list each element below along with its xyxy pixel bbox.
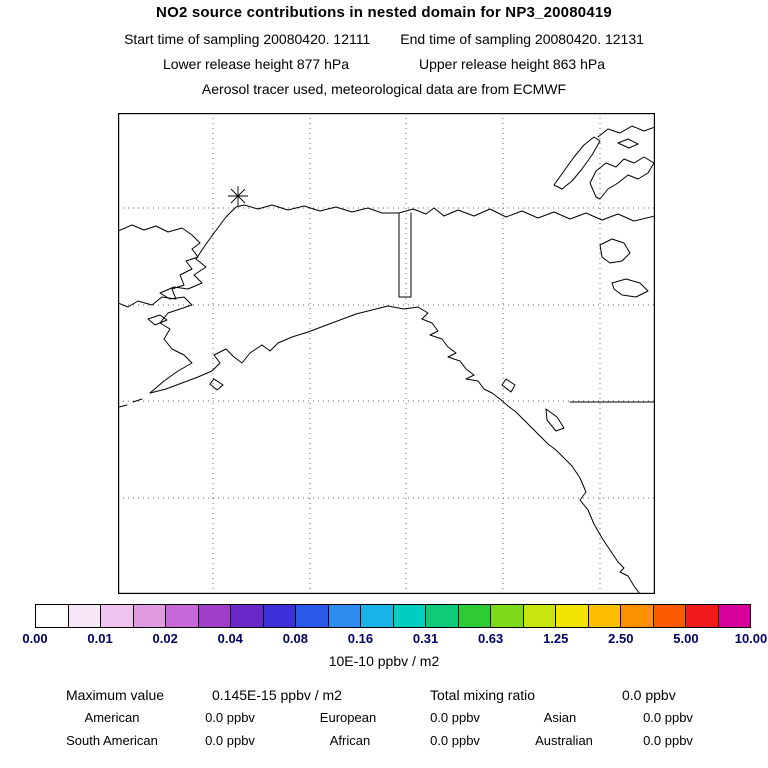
map-panel <box>118 113 655 594</box>
map-svg <box>118 113 655 594</box>
colorbar-tick-label: 0.02 <box>152 631 178 646</box>
total-mixing-ratio-value: 0.0 ppbv <box>622 687 676 703</box>
colorbar-segment <box>457 605 490 627</box>
colorbar-segment <box>67 605 100 627</box>
map-frame <box>118 113 655 594</box>
region-value: 0.0 ppbv <box>205 710 255 725</box>
colorbar-unit-label: 10E-10 ppbv / m2 <box>328 653 440 669</box>
colorbar-segment <box>685 605 718 627</box>
region-name: African <box>329 733 371 748</box>
colorbar-tick-label: 0.08 <box>282 631 309 646</box>
region-name: Asian <box>543 710 577 725</box>
colorbar-segment <box>522 605 555 627</box>
colorbar-segment <box>392 605 425 627</box>
region-name: South American <box>66 733 158 748</box>
start-time-text: Start time of sampling 20080420. 12111 <box>124 31 371 47</box>
lower-release-text: Lower release height 877 hPa <box>162 56 349 72</box>
colorbar-tick-label: 0.31 <box>412 631 439 646</box>
total-mixing-ratio-label: Total mixing ratio <box>430 687 536 703</box>
region-value: 0.0 ppbv <box>205 733 255 748</box>
page-title: NO2 source contributions in nested domai… <box>156 4 612 21</box>
colorbar-segment <box>230 605 263 627</box>
colorbar-segment <box>425 605 458 627</box>
colorbar-ticks: 0.00 0.01 0.02 0.04 0.08 0.16 0.31 0.63 1.25 2.50… <box>0 631 768 647</box>
release-location-marker <box>228 186 248 206</box>
coastlines <box>118 125 655 594</box>
colorbar-tick-label: 0.04 <box>217 631 243 646</box>
colorbar-tick-label: 0.00 <box>22 631 48 646</box>
colorbar-segment <box>717 605 750 627</box>
colorbar-segment <box>197 605 230 627</box>
region-name: American <box>84 710 140 725</box>
colorbar-tick-label: 2.50 <box>608 631 634 646</box>
colorbar-tick-label: 0.16 <box>347 631 374 646</box>
colorbar-tick-label: 1.25 <box>543 631 569 646</box>
colorbar-segment <box>620 605 653 627</box>
grid-lines <box>118 113 655 594</box>
alaska-border-line <box>398 212 412 298</box>
colorbar-segment <box>360 605 393 627</box>
colorbar-segment <box>295 605 328 627</box>
colorbar-segment <box>490 605 523 627</box>
region-name: Australian <box>535 733 593 748</box>
colorbar-segment <box>555 605 588 627</box>
colorbar-tick-label: 10.00 <box>734 631 768 646</box>
colorbar-segment <box>100 605 133 627</box>
max-value: 0.145E-15 ppbv / m2 <box>212 687 342 703</box>
region-value: 0.0 ppbv <box>643 710 693 725</box>
end-time-text: End time of sampling 20080420. 12131 <box>400 31 644 47</box>
region-value: 0.0 ppbv <box>430 733 480 748</box>
colorbar <box>35 604 751 628</box>
colorbar-segment <box>327 605 360 627</box>
colorbar-segment <box>652 605 685 627</box>
max-value-label: Maximum value <box>66 687 165 703</box>
tracer-info-text: Aerosol tracer used, meteorological data… <box>201 81 567 97</box>
region-name: European <box>319 710 377 725</box>
region-value: 0.0 ppbv <box>643 733 693 748</box>
colorbar-segment <box>36 605 68 627</box>
colorbar-segment <box>262 605 295 627</box>
colorbar-tick-label: 0.63 <box>477 631 504 646</box>
colorbar-segment <box>165 605 198 627</box>
upper-release-text: Upper release height 863 hPa <box>419 56 606 72</box>
colorbar-segment <box>587 605 620 627</box>
colorbar-tick-label: 5.00 <box>673 631 699 646</box>
colorbar-segment <box>132 605 165 627</box>
colorbar-tick-label: 0.01 <box>87 631 113 646</box>
region-value: 0.0 ppbv <box>430 710 480 725</box>
